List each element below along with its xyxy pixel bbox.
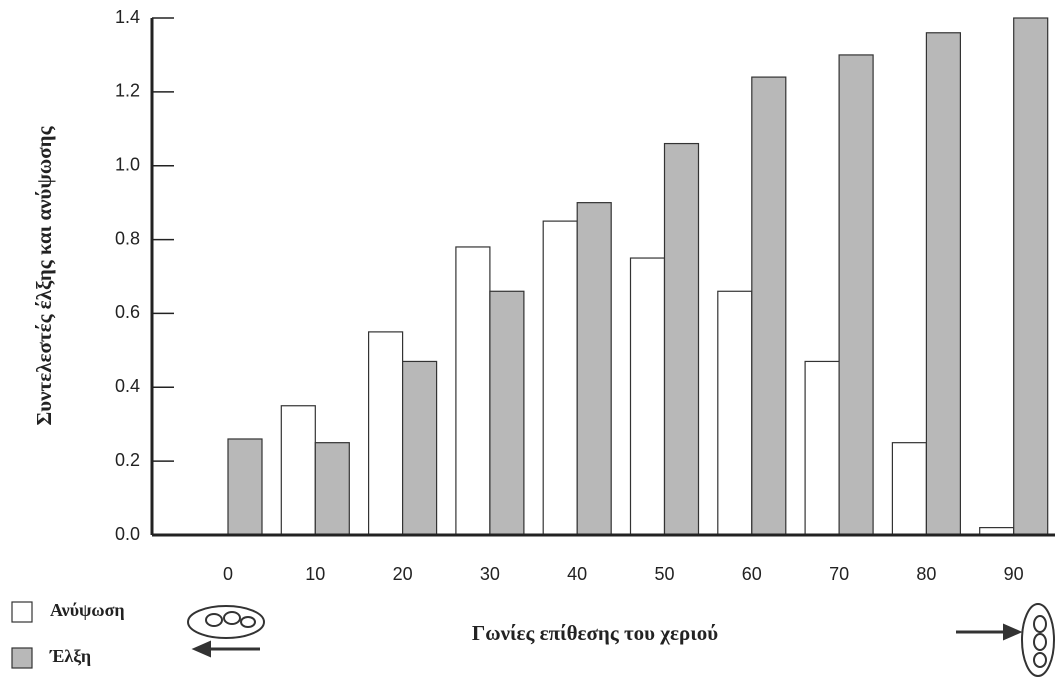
bar: [402, 360, 438, 536]
y-tick-label: 0.6: [115, 302, 140, 322]
legend-label: Ανύψωση: [50, 600, 125, 620]
bar: [751, 76, 787, 536]
x-tick-label: 60: [742, 564, 762, 584]
y-tick-label: 0.2: [115, 450, 140, 470]
x-tick-label: 70: [829, 564, 849, 584]
bar: [280, 405, 316, 536]
bar: [1013, 17, 1049, 536]
x-tick-label: 90: [1004, 564, 1024, 584]
legend-swatch: [11, 601, 33, 623]
bar: [629, 257, 666, 536]
bar: [576, 202, 612, 536]
bar: [925, 32, 962, 536]
x-tick-label: 0: [223, 564, 233, 584]
x-tick-label: 20: [393, 564, 413, 584]
bar: [368, 331, 404, 536]
y-tick-label: 0.4: [115, 376, 140, 396]
legend-swatch: [11, 647, 33, 669]
y-tick-label: 1.0: [115, 154, 140, 174]
bar: [804, 360, 840, 536]
bar: [314, 442, 350, 536]
x-tick-label: 10: [305, 564, 325, 584]
hand-icon-right: [956, 603, 1055, 677]
y-tick-label: 1.2: [115, 81, 140, 101]
bar: [663, 142, 700, 536]
x-tick-label: 50: [654, 564, 674, 584]
y-tick-label: 0.0: [115, 524, 140, 544]
x-tick-label: 40: [567, 564, 587, 584]
bar: [717, 290, 753, 536]
bar: [227, 438, 263, 536]
x-axis-title: Γωνίες επίθεσης του χεριού: [472, 621, 718, 645]
bar: [489, 290, 525, 536]
bar: [542, 220, 578, 536]
x-tick-label: 30: [480, 564, 500, 584]
legend-label: Έλξη: [49, 646, 91, 667]
y-tick-label: 1.4: [115, 7, 140, 27]
bar: [891, 442, 928, 536]
bar: [455, 246, 491, 536]
x-tick-label: 80: [916, 564, 936, 584]
y-axis-title: Συντελεστές έλξης και ανύψωσης: [32, 125, 56, 425]
y-tick-label: 0.8: [115, 228, 140, 248]
bar: [838, 54, 874, 536]
hand-icon-left: [187, 605, 265, 658]
